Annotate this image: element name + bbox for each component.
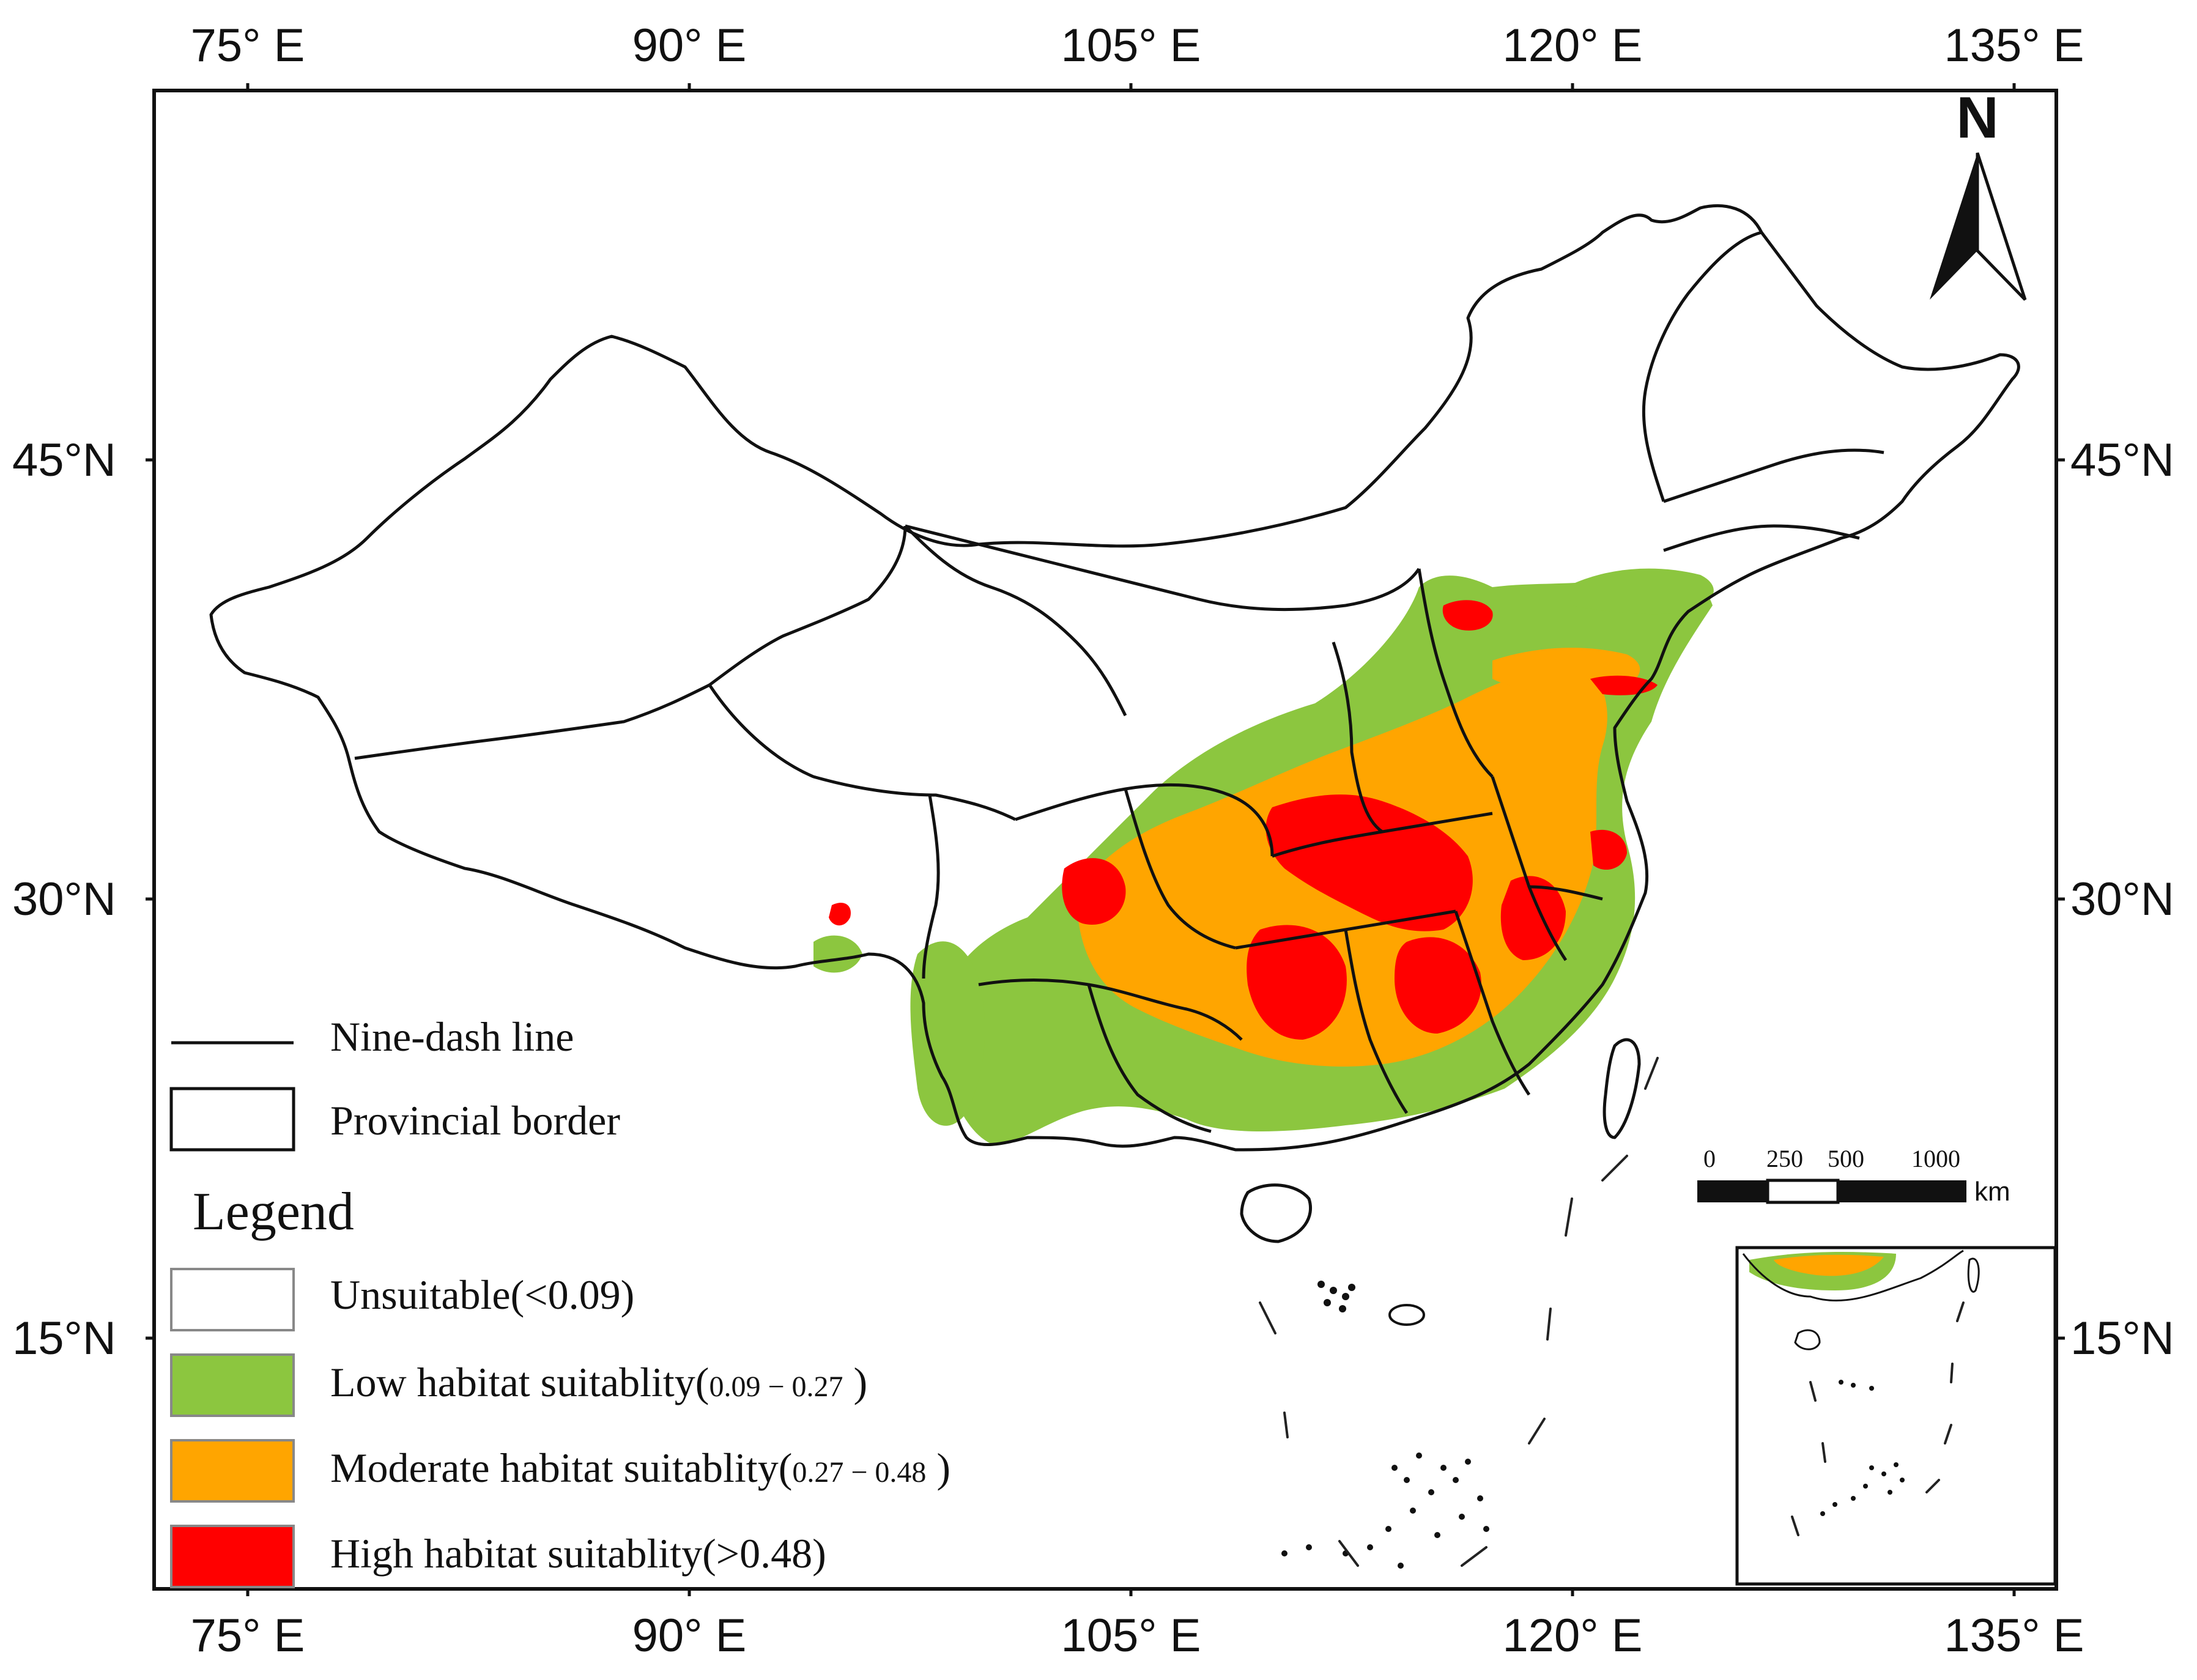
- high-suitability-sichuan: [1062, 858, 1126, 925]
- border-sichuan-shaanxi: [1015, 783, 1274, 857]
- border-hebei-shandong: [1417, 568, 1494, 778]
- lat-label-right-15: 15°N: [2070, 1312, 2174, 1364]
- lat-label-left-45: 45°N: [12, 434, 116, 486]
- border-qinghai-gansu: [904, 525, 1127, 717]
- scale-label-1000: 1000: [1911, 1145, 1960, 1172]
- lon-label-top-105: 105° E: [1061, 20, 1201, 72]
- country-outline: [209, 204, 2020, 1152]
- taiwan-outline: [1602, 1038, 1641, 1139]
- legend-swatch-moderate: [170, 1439, 295, 1503]
- border-tibet-sichuan: [922, 794, 940, 979]
- nine-dash-line: [1259, 1057, 1659, 1567]
- high-suitability-hunan: [1247, 925, 1347, 1040]
- border-innermongolia-heilongjiang: [1642, 231, 1762, 502]
- island-dots-paracel: [1317, 1281, 1355, 1312]
- lon-label-bottom-75: 75° E: [191, 1610, 305, 1662]
- border-heilongjiang-jilin: [1663, 448, 1884, 503]
- island-group-paracel: [1388, 1304, 1425, 1326]
- border-jiangxi-fujian: [1454, 911, 1531, 1096]
- border-shanxi-hebei: [1332, 642, 1384, 834]
- scale-bar: 0 250 500 1000 km: [1697, 1145, 2010, 1207]
- high-suitability-central: [1265, 794, 1473, 931]
- lat-label-left-30: 30°N: [12, 873, 116, 925]
- scale-unit: km: [1974, 1177, 2010, 1207]
- lon-label-top-90: 90° E: [632, 20, 747, 72]
- legend-provincial-symbol: [169, 1087, 295, 1152]
- border-yunnan-guizhou: [978, 979, 1243, 1041]
- north-arrow: N: [1930, 85, 2027, 301]
- lon-label-bottom-120: 120° E: [1502, 1610, 1642, 1662]
- lat-tick-marks: [146, 458, 2065, 1340]
- border-sichuan-chongqing: [1124, 788, 1236, 950]
- provincial-borders: [209, 204, 2020, 1243]
- south-china-sea: [1259, 1057, 1659, 1569]
- border-anhui-jiangsu: [1491, 776, 1568, 961]
- lon-label-top-135: 135° E: [1944, 20, 2084, 72]
- legend: Nine-dash line Provincial border Legend …: [169, 1013, 950, 1588]
- scale-label-250: 250: [1766, 1145, 1803, 1172]
- border-gansu-innermongolia: [905, 524, 1421, 612]
- scale-label-0: 0: [1703, 1145, 1716, 1172]
- inset-map: [1735, 1246, 2057, 1586]
- low-suitability-yunnan: [910, 941, 985, 1126]
- legend-label-moderate: Moderate habitat suitablity(0.27 − 0.48 …: [330, 1445, 950, 1491]
- lon-tick-marks: [246, 83, 2016, 1596]
- legend-label-high: High habitat suitablity(>0.48): [330, 1530, 826, 1577]
- hainan-outline: [1240, 1183, 1313, 1243]
- legend-swatch-unsuitable: [170, 1268, 295, 1331]
- low-suitability-tibet-patch: [813, 935, 862, 973]
- border-guizhou-guangxi: [1087, 984, 1212, 1133]
- low-suitability-liaoning: [1566, 568, 1714, 615]
- lon-label-top-75: 75° E: [191, 20, 305, 72]
- lat-label-right-30: 30°N: [2070, 873, 2174, 925]
- high-suitability-zhejiang: [1590, 829, 1627, 870]
- legend-swatch-low: [170, 1353, 295, 1417]
- border-xinjiang-tibet: [354, 683, 711, 760]
- north-label: N: [1956, 85, 1998, 150]
- lat-label-right-45: 45°N: [2070, 434, 2174, 486]
- border-qinghai-tibet: [708, 684, 1017, 821]
- high-suitability-beijing: [1442, 600, 1493, 631]
- border-jilin-liaoning: [1663, 524, 1860, 552]
- border-hunan-jiangxi: [1344, 929, 1409, 1114]
- lon-label-top-120: 120° E: [1502, 20, 1642, 72]
- lon-label-bottom-105: 105° E: [1061, 1610, 1201, 1662]
- lat-label-left-15: 15°N: [12, 1312, 116, 1364]
- border-zhejiang: [1528, 885, 1603, 901]
- island-dots-spratly: [1281, 1452, 1489, 1569]
- legend-title: Legend: [193, 1182, 354, 1241]
- border-xinjiang-qinghai: [708, 525, 907, 687]
- legend-label-unsuitable: Unsuitable(<0.09): [330, 1271, 634, 1318]
- high-suitability-tibet-patch: [829, 903, 851, 926]
- legend-label-low: Low habitat suitablity(0.09 − 0.27 ): [330, 1359, 867, 1405]
- high-suitability-fujian: [1500, 876, 1566, 960]
- scale-label-500: 500: [1828, 1145, 1864, 1172]
- legend-nine-dash-label: Nine-dash line: [330, 1013, 574, 1060]
- lon-label-bottom-135: 135° E: [1944, 1610, 2084, 1662]
- legend-swatch-high: [170, 1525, 295, 1588]
- legend-provincial-label: Provincial border: [330, 1097, 620, 1144]
- lon-label-bottom-90: 90° E: [632, 1610, 747, 1662]
- high-suitability-jiangxi: [1395, 937, 1481, 1034]
